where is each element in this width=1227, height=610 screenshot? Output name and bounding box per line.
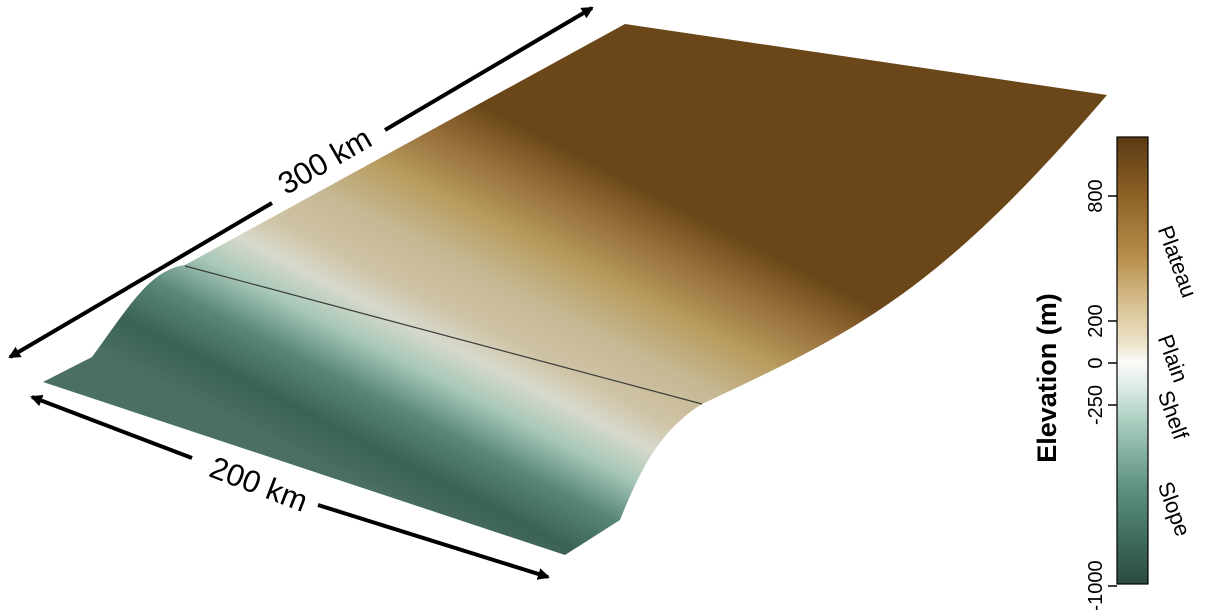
colorbar-title: Elevation (m) — [1032, 293, 1062, 463]
colorbar-zone-label: Plateau — [1153, 222, 1202, 301]
length-arrow-lower — [8, 201, 274, 359]
colorbar-ticks: 800 200 0 -250 -1000 — [1085, 179, 1117, 610]
colorbar-tick-label: -250 — [1085, 385, 1107, 425]
colorbar-tick-label: 0 — [1085, 357, 1107, 368]
colorbar-zone-label: Plain — [1153, 331, 1193, 386]
colorbar-gradient — [1116, 136, 1149, 585]
shelf-break-line — [184, 265, 703, 405]
colorbar-zone-label: Shelf — [1153, 387, 1194, 444]
width-arrow-left — [30, 394, 193, 460]
terrain-surface — [43, 24, 1107, 555]
colorbar-tick-label: 800 — [1085, 179, 1107, 212]
length-arrow-upper — [383, 6, 594, 132]
width-arrow-right — [317, 503, 550, 580]
colorbar-zone-label: Slope — [1153, 478, 1196, 539]
colorbar-tick-label: -1000 — [1085, 560, 1107, 610]
surface-fill — [43, 24, 1107, 555]
colorbar-tick-label: 200 — [1085, 304, 1107, 337]
